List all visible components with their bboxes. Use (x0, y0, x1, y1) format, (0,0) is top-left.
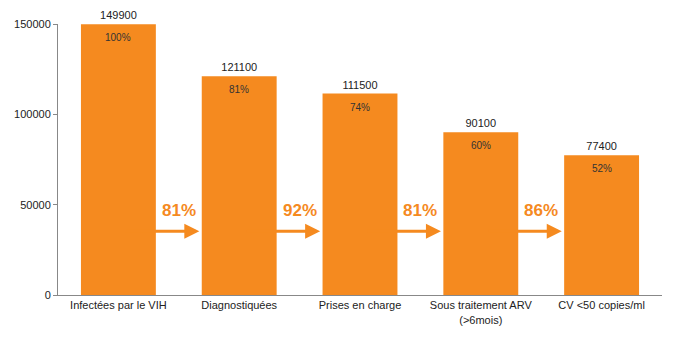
svg-text:111500: 111500 (342, 79, 377, 91)
svg-text:92%: 92% (283, 201, 317, 220)
svg-text:86%: 86% (524, 201, 558, 220)
svg-text:CV <50 copies/ml: CV <50 copies/ml (558, 299, 645, 311)
svg-text:149900: 149900 (100, 9, 137, 21)
svg-text:52%: 52% (592, 163, 612, 174)
svg-text:100000: 100000 (14, 108, 51, 120)
svg-text:90100: 90100 (466, 117, 497, 129)
svg-text:Infectées par le VIH: Infectées par le VIH (70, 299, 167, 311)
svg-text:81%: 81% (229, 84, 249, 95)
svg-text:77400: 77400 (586, 140, 617, 152)
svg-text:50000: 50000 (20, 199, 51, 211)
svg-text:100%: 100% (105, 32, 131, 43)
svg-text:Prises en charge: Prises en charge (319, 299, 402, 311)
svg-text:Diagnostiquées: Diagnostiquées (201, 299, 277, 311)
svg-text:121100: 121100 (221, 61, 257, 73)
svg-text:74%: 74% (350, 102, 370, 113)
svg-text:150000: 150000 (14, 18, 51, 30)
svg-text:60%: 60% (471, 140, 491, 151)
svg-text:0: 0 (45, 289, 51, 301)
svg-text:Sous traitement ARV(>6mois): Sous traitement ARV(>6mois) (430, 299, 533, 325)
svg-text:81%: 81% (162, 201, 196, 220)
svg-text:81%: 81% (403, 201, 437, 220)
